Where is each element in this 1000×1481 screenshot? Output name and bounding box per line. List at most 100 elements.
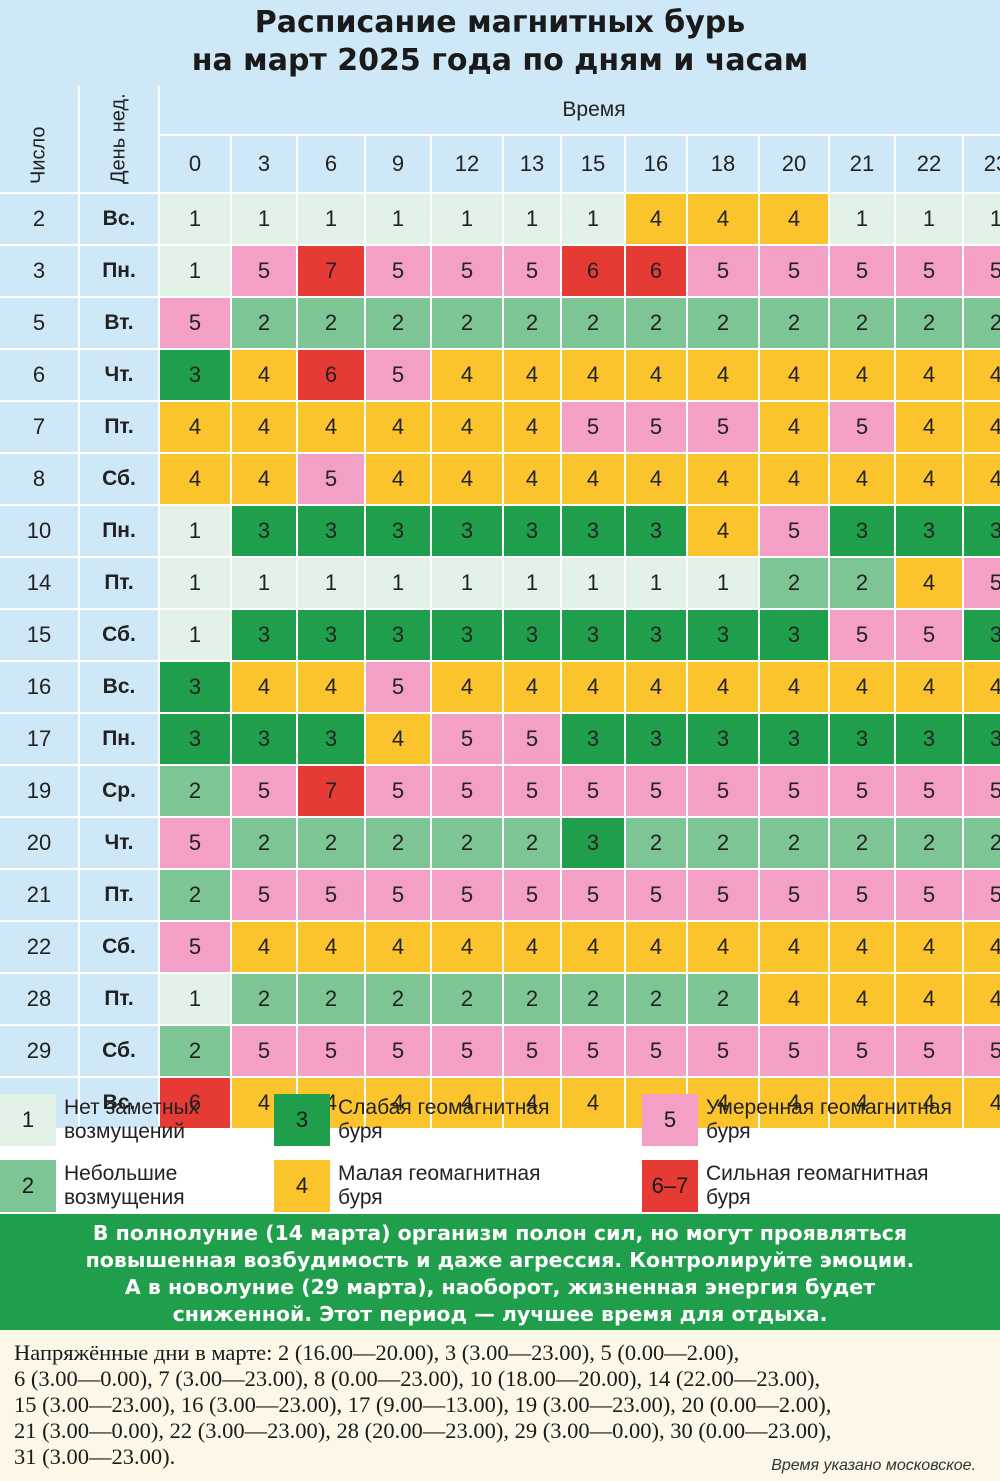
storm-level-cell: 5 bbox=[626, 870, 686, 920]
storm-level-cell: 1 bbox=[626, 558, 686, 608]
storm-level-cell: 5 bbox=[160, 298, 230, 348]
storm-level-cell: 4 bbox=[760, 402, 828, 452]
day-number: 17 bbox=[0, 714, 78, 764]
storm-level-cell: 3 bbox=[160, 350, 230, 400]
storm-level-cell: 2 bbox=[232, 974, 296, 1024]
hour-header: 3 bbox=[232, 136, 296, 192]
storm-level-cell: 3 bbox=[830, 506, 894, 556]
time-header: Время bbox=[160, 86, 1000, 134]
storm-level-cell: 1 bbox=[432, 558, 502, 608]
legend-swatch: 4 bbox=[274, 1160, 330, 1212]
storm-level-cell: 6 bbox=[626, 246, 686, 296]
storm-level-cell: 3 bbox=[964, 610, 1000, 660]
tense-days-line: Напряжённые дни в марте: 2 (16.00—20.00)… bbox=[14, 1340, 740, 1365]
storm-level-cell: 5 bbox=[366, 246, 430, 296]
storm-level-cell: 4 bbox=[688, 454, 758, 504]
storm-level-cell: 2 bbox=[896, 298, 962, 348]
storm-level-cell: 2 bbox=[760, 558, 828, 608]
day-number: 14 bbox=[0, 558, 78, 608]
storm-level-cell: 4 bbox=[830, 662, 894, 712]
legend-swatch: 2 bbox=[0, 1160, 56, 1212]
weekday: Сб. bbox=[80, 454, 158, 504]
legend-label: Умеренная геомагнитная буря bbox=[706, 1096, 952, 1143]
storm-level-cell: 5 bbox=[830, 610, 894, 660]
weekday: Ср. bbox=[80, 766, 158, 816]
title-line-1: Расписание магнитных бурь bbox=[254, 5, 746, 40]
tense-days-line: 6 (3.00—0.00), 7 (3.00—23.00), 8 (0.00—2… bbox=[14, 1366, 821, 1391]
storm-level-cell: 1 bbox=[688, 558, 758, 608]
storm-level-cell: 4 bbox=[688, 350, 758, 400]
legend-item: 3 Слабая геомагнитная буря bbox=[274, 1094, 549, 1146]
storm-level-cell: 2 bbox=[626, 818, 686, 868]
storm-level-cell: 1 bbox=[896, 194, 962, 244]
storm-level-cell: 4 bbox=[298, 402, 364, 452]
storm-level-cell: 5 bbox=[504, 766, 560, 816]
storm-level-cell: 5 bbox=[626, 766, 686, 816]
hour-header: 22 bbox=[896, 136, 962, 192]
storm-level-cell: 4 bbox=[160, 454, 230, 504]
storm-level-cell: 3 bbox=[160, 714, 230, 764]
storm-level-cell: 4 bbox=[626, 350, 686, 400]
storm-level-cell: 4 bbox=[760, 350, 828, 400]
storm-level-cell: 4 bbox=[964, 922, 1000, 972]
storm-level-cell: 4 bbox=[626, 662, 686, 712]
storm-level-cell: 1 bbox=[432, 194, 502, 244]
storm-level-cell: 2 bbox=[366, 974, 430, 1024]
storm-level-cell: 2 bbox=[562, 974, 624, 1024]
storm-level-cell: 5 bbox=[432, 766, 502, 816]
legend-label: Сильная геомагнитная буря bbox=[706, 1162, 929, 1209]
storm-level-cell: 4 bbox=[432, 454, 502, 504]
storm-level-cell: 6 bbox=[298, 350, 364, 400]
storm-level-cell: 2 bbox=[432, 974, 502, 1024]
weekday: Сб. bbox=[80, 922, 158, 972]
page-title: Расписание магнитных бурь на март 2025 г… bbox=[0, 0, 1000, 86]
storm-level-cell: 5 bbox=[830, 402, 894, 452]
storm-level-cell: 5 bbox=[232, 766, 296, 816]
storm-level-cell: 3 bbox=[964, 506, 1000, 556]
storm-level-cell: 4 bbox=[366, 402, 430, 452]
hour-header: 18 bbox=[688, 136, 758, 192]
weekday: Сб. bbox=[80, 1026, 158, 1076]
legend-item: 2 Небольшие возмущения bbox=[0, 1160, 185, 1212]
storm-level-cell: 5 bbox=[432, 870, 502, 920]
storm-level-cell: 3 bbox=[160, 662, 230, 712]
storm-level-cell: 5 bbox=[232, 870, 296, 920]
storm-level-cell: 4 bbox=[896, 974, 962, 1024]
storm-level-cell: 5 bbox=[964, 870, 1000, 920]
moon-note-line: сниженной. Этот период — лучшее время дл… bbox=[172, 1302, 828, 1326]
storm-level-cell: 3 bbox=[562, 610, 624, 660]
storm-level-cell: 2 bbox=[964, 298, 1000, 348]
storm-level-cell: 5 bbox=[366, 766, 430, 816]
storm-level-cell: 3 bbox=[232, 714, 296, 764]
storm-level-cell: 4 bbox=[562, 1078, 624, 1128]
storm-level-cell: 5 bbox=[562, 1026, 624, 1076]
storm-level-cell: 5 bbox=[626, 402, 686, 452]
legend: 1 Нет заметных возмущений 2 Небольшие возму… bbox=[0, 1088, 1000, 1214]
moon-note: В полнолуние (14 марта) организм полон с… bbox=[0, 1214, 1000, 1330]
legend-item: 1 Нет заметных возмущений bbox=[0, 1094, 199, 1146]
storm-level-cell: 2 bbox=[626, 974, 686, 1024]
hour-header: 15 bbox=[562, 136, 624, 192]
storm-level-cell: 4 bbox=[366, 922, 430, 972]
weekday-column-header: День нед. bbox=[80, 86, 158, 192]
weekday: Вс. bbox=[80, 1078, 158, 1128]
day-number: 28 bbox=[0, 974, 78, 1024]
tense-days-line: 15 (3.00—23.00), 16 (3.00—23.00), 17 (9.… bbox=[14, 1392, 832, 1417]
legend-label: Нет заметных возмущений bbox=[64, 1096, 200, 1143]
storm-level-cell: 2 bbox=[830, 298, 894, 348]
storm-level-cell: 2 bbox=[688, 818, 758, 868]
storm-level-cell: 4 bbox=[562, 350, 624, 400]
storm-level-cell: 5 bbox=[830, 246, 894, 296]
weekday: Пт. bbox=[80, 974, 158, 1024]
storm-level-cell: 5 bbox=[432, 1026, 502, 1076]
storm-level-cell: 1 bbox=[562, 558, 624, 608]
storm-level-cell: 2 bbox=[504, 974, 560, 1024]
storm-level-cell: 2 bbox=[432, 298, 502, 348]
hour-header: 16 bbox=[626, 136, 686, 192]
storm-level-cell: 4 bbox=[688, 922, 758, 972]
storm-level-cell: 3 bbox=[432, 610, 502, 660]
storm-level-cell: 5 bbox=[432, 714, 502, 764]
legend-label: Слабая геомагнитная буря bbox=[338, 1096, 550, 1143]
storm-level-cell: 4 bbox=[896, 922, 962, 972]
weekday: Пт. bbox=[80, 402, 158, 452]
